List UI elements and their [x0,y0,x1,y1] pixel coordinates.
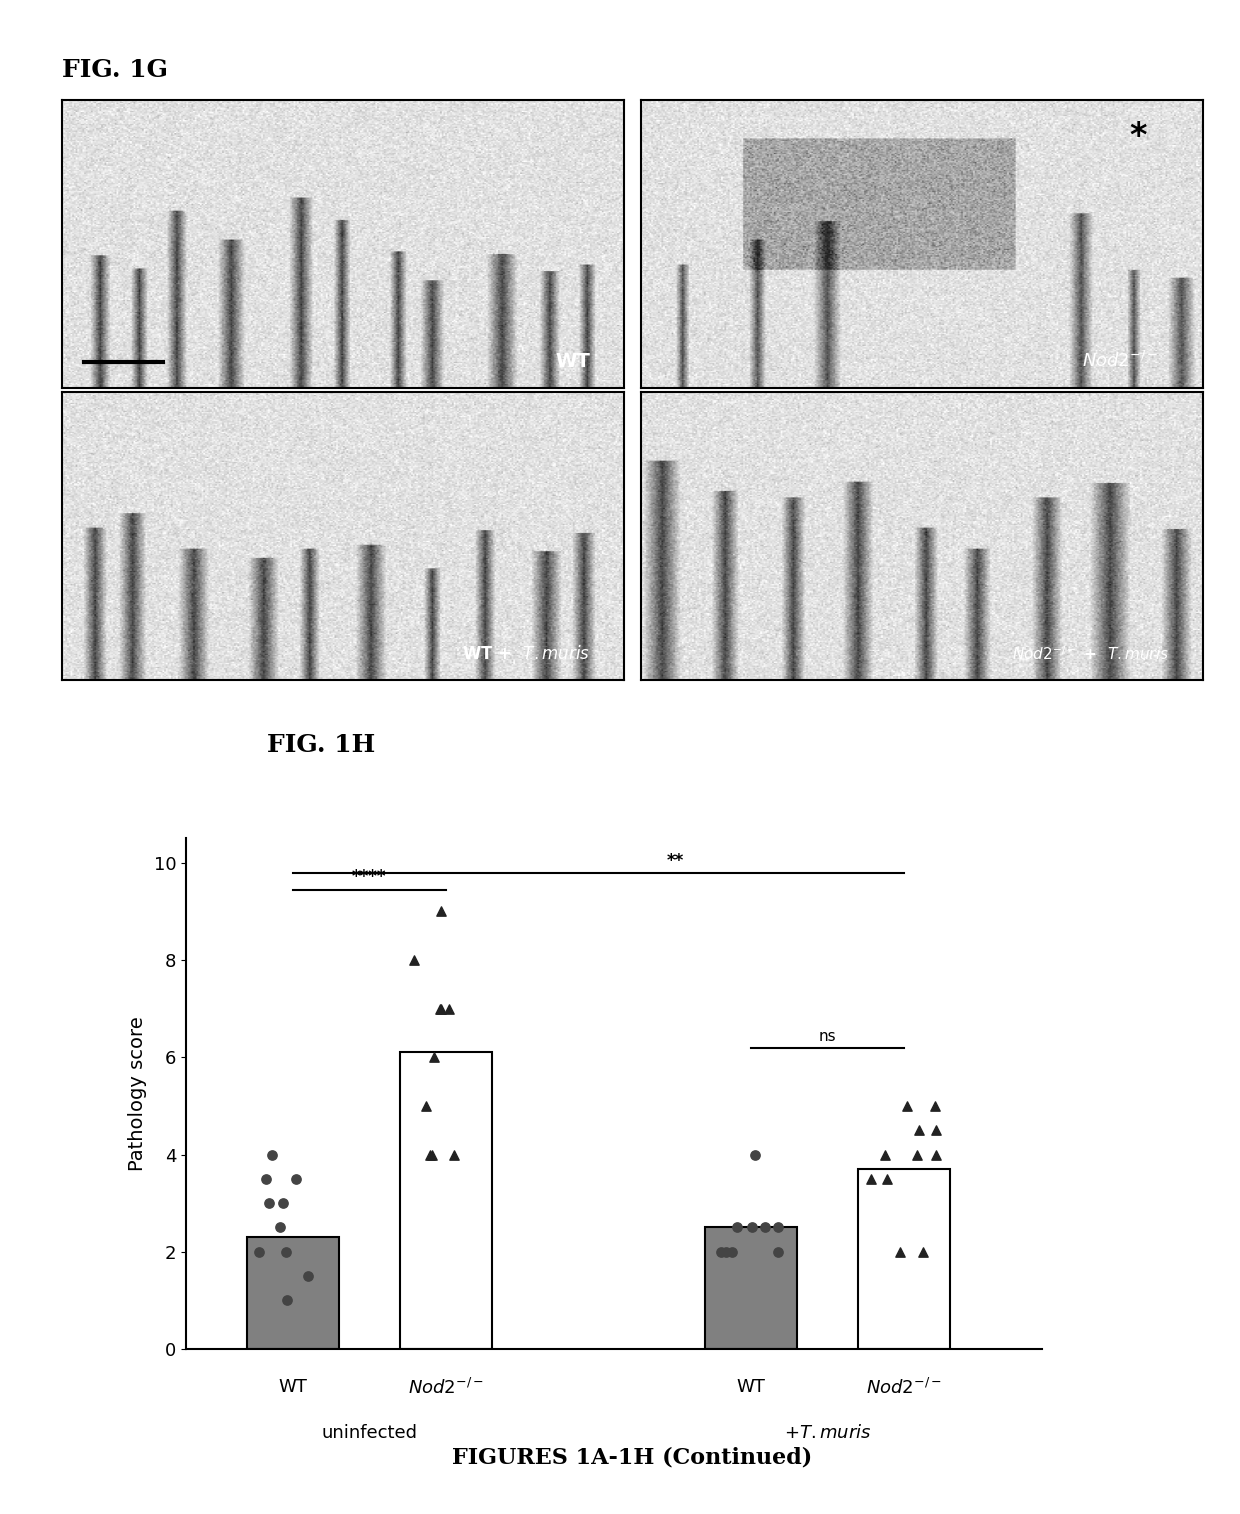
Point [926,1117,946,1142]
Point [424,1045,444,1069]
Text: ****: **** [352,868,387,886]
Point [249,1240,269,1264]
Point [909,1117,929,1142]
Point [861,1167,880,1192]
Text: FIG. 1H: FIG. 1H [268,733,376,757]
Bar [858,1169,950,1349]
Point [925,1093,945,1117]
Text: *: * [1130,120,1147,153]
Point [285,1167,305,1192]
Point [259,1192,279,1216]
Point [742,1216,761,1240]
Point [404,948,424,972]
Point [432,899,451,924]
Point [439,996,459,1020]
Bar [399,1052,491,1349]
Point [262,1143,281,1167]
Point [712,1240,732,1264]
Point [755,1216,775,1240]
Text: $Nod2^{-/-}$: $Nod2^{-/-}$ [408,1378,484,1399]
Point [908,1143,928,1167]
Text: **: ** [666,852,683,871]
Text: WT: WT [737,1378,766,1396]
Point [913,1240,932,1264]
Point [728,1216,748,1240]
Point [423,1143,443,1167]
Point [277,1240,296,1264]
Point [420,1143,440,1167]
Point [926,1143,946,1167]
Point [878,1167,898,1192]
Text: FIGURES 1A-1H (Continued): FIGURES 1A-1H (Continued) [453,1446,812,1469]
Point [722,1240,742,1264]
Point [444,1143,464,1167]
Text: $Nod2^{-/-}$: $Nod2^{-/-}$ [866,1378,942,1399]
Text: $Nod2^{-/-}$: $Nod2^{-/-}$ [1081,350,1158,371]
Y-axis label: Pathology score: Pathology score [128,1016,146,1172]
Point [432,996,451,1020]
Text: uninfected: uninfected [321,1425,418,1443]
Point [298,1264,317,1288]
Text: WT: WT [556,351,590,371]
Point [270,1216,290,1240]
Point [768,1240,787,1264]
Point [273,1192,293,1216]
Text: WT +  $\it{T. muris}$: WT + $\it{T. muris}$ [463,645,590,663]
Point [898,1093,918,1117]
Point [415,1093,435,1117]
Point [890,1240,910,1264]
Point [745,1143,765,1167]
Text: WT: WT [279,1378,308,1396]
Text: ns: ns [818,1028,837,1043]
Text: +$\it{T. muris}$: +$\it{T. muris}$ [784,1425,872,1443]
Point [255,1167,275,1192]
Bar [247,1237,339,1349]
Point [875,1143,895,1167]
Point [278,1288,298,1313]
Point [717,1240,737,1264]
Point [430,996,450,1020]
Text: FIG. 1G: FIG. 1G [62,59,167,82]
Bar [706,1228,797,1349]
Point [768,1216,787,1240]
Text: $Nod2^{-/-}$ +  $\it{T. muris}$: $Nod2^{-/-}$ + $\it{T. muris}$ [1012,643,1169,663]
